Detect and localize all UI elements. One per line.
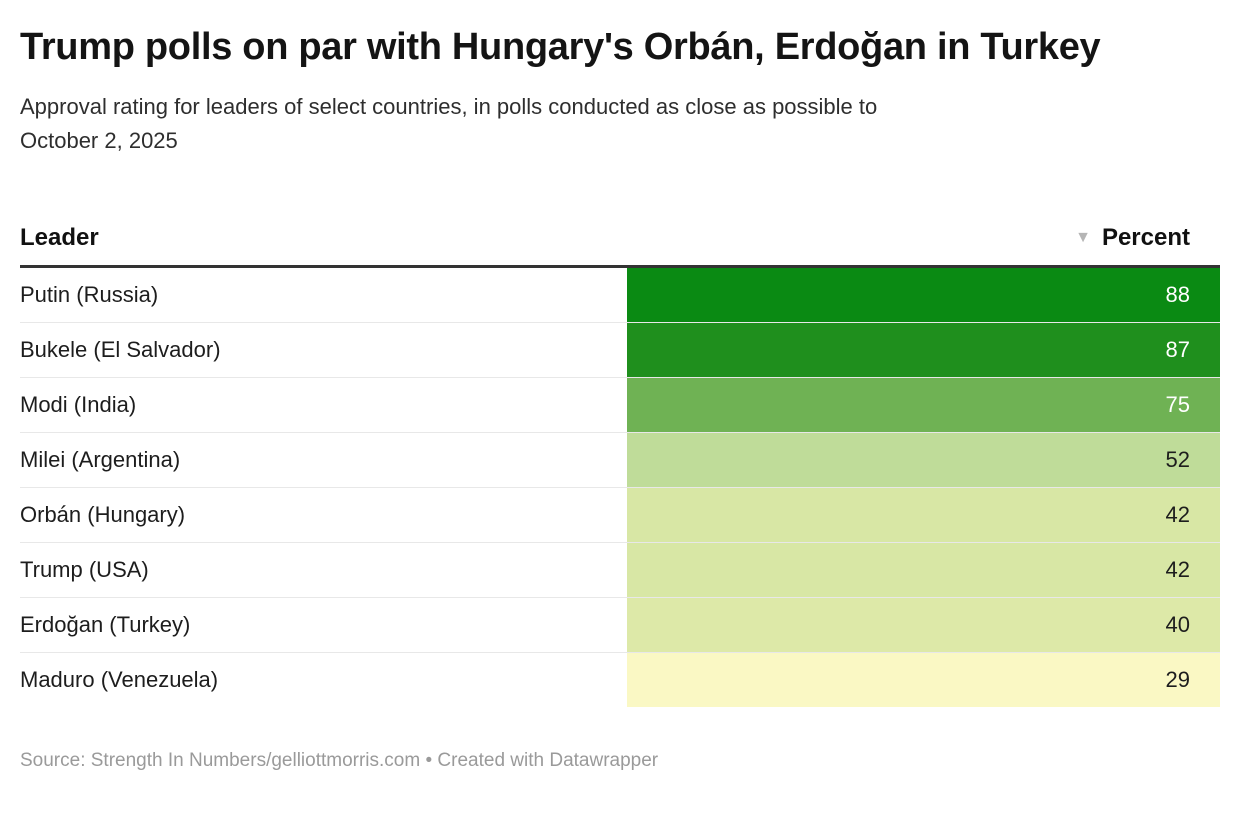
percent-heatmap-cell: 42	[627, 488, 1220, 542]
leader-cell: Milei (Argentina)	[20, 447, 181, 472]
leader-cell: Erdoğan (Turkey)	[20, 612, 191, 637]
table-header-row: Leader ▼ Percent	[20, 224, 1220, 268]
leader-cell: Orbán (Hungary)	[20, 502, 186, 527]
table-row: Modi (India) 75	[20, 378, 1220, 433]
table-row: Milei (Argentina) 52	[20, 433, 1220, 488]
chart-subtitle: Approval rating for leaders of select co…	[20, 94, 878, 153]
percent-heatmap-cell: 75	[627, 378, 1220, 432]
sort-descending-icon: ▼	[1075, 229, 1091, 246]
table-row: Maduro (Venezuela) 29	[20, 653, 1220, 707]
leader-cell: Modi (India)	[20, 392, 137, 417]
table-row: Trump (USA) 42	[20, 543, 1220, 598]
column-header-percent-label: Percent	[1101, 224, 1190, 251]
percent-heatmap-cell: 40	[627, 598, 1220, 652]
leaders-table: Leader ▼ Percent Putin (Russia) 88 Bukele …	[20, 224, 1220, 707]
table-row: Erdoğan (Turkey) 40	[20, 598, 1220, 653]
source-attribution: Source: Strength In Numbers/gelliottmorr…	[20, 750, 659, 771]
chart-title: Trump polls on par with Hungary's Orbán,…	[20, 26, 1101, 68]
table-row: Orbán (Hungary) 42	[20, 488, 1220, 543]
leader-cell: Trump (USA)	[20, 557, 149, 582]
leader-cell: Maduro (Venezuela)	[20, 667, 219, 692]
percent-heatmap-cell: 42	[627, 543, 1220, 597]
table-row: Bukele (El Salvador) 87	[20, 323, 1220, 378]
table-body: Putin (Russia) 88 Bukele (El Salvador) 87 Mo…	[20, 268, 1220, 707]
leader-cell: Bukele (El Salvador)	[20, 337, 221, 362]
leader-cell: Putin (Russia)	[20, 282, 159, 307]
percent-heatmap-cell: 52	[627, 433, 1220, 487]
percent-heatmap-cell: 88	[627, 268, 1220, 322]
column-header-leader[interactable]: Leader	[20, 224, 99, 251]
table-row: Putin (Russia) 88	[20, 268, 1220, 323]
percent-heatmap-cell: 87	[627, 323, 1220, 377]
percent-heatmap-cell: 29	[627, 653, 1220, 707]
column-header-percent[interactable]: ▼ Percent	[1075, 224, 1220, 252]
chart-container: Trump polls on par with Hungary's Orbán,…	[0, 24, 1240, 772]
